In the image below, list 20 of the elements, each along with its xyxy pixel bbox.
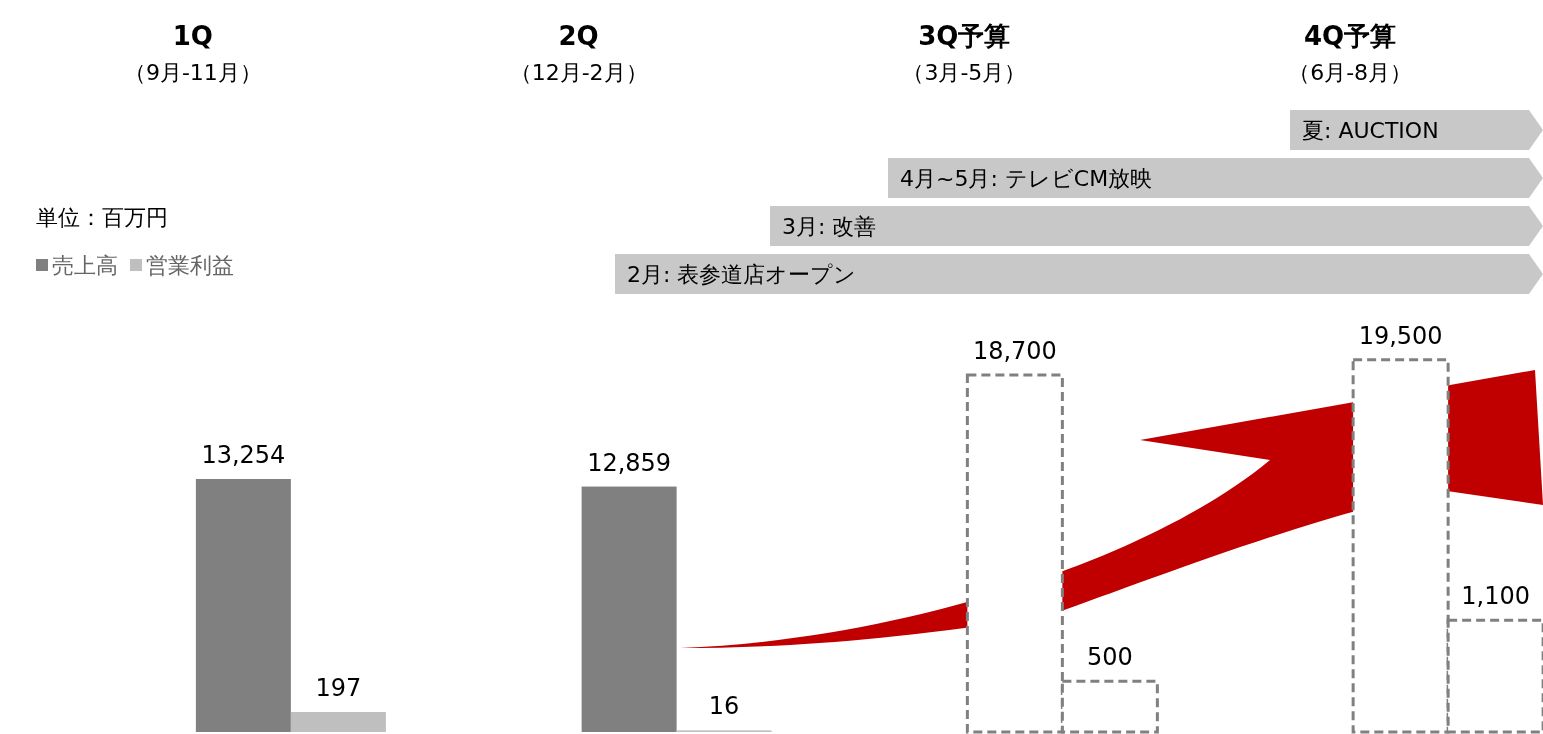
text: 夏: AUCTION bbox=[1302, 118, 1439, 143]
x-tick-label: 2Q（12月-2月） bbox=[509, 21, 648, 85]
data-label: 1,100 bbox=[1461, 582, 1530, 611]
data-label: 18,700 bbox=[972, 337, 1057, 366]
text: 2月: 表参道店オープン bbox=[627, 262, 857, 287]
x-tick-label: 1Q（9月-11月） bbox=[123, 21, 262, 85]
data-label: 12,859 bbox=[587, 448, 672, 477]
data-label: 16 bbox=[708, 692, 740, 721]
data-label: 500 bbox=[1086, 643, 1133, 672]
data-label: 13,254 bbox=[201, 441, 286, 469]
legend-label: 営業利益 bbox=[146, 253, 234, 278]
x-tick-label: 3Q予算（3月-5月） bbox=[902, 21, 1027, 85]
text: 4月~5月: テレビCM放映 bbox=[900, 166, 1153, 191]
bar bbox=[290, 712, 386, 732]
legend-title: 単位：百万円 bbox=[36, 205, 168, 230]
text: 3月: 改善 bbox=[782, 214, 877, 239]
data-label: 197 bbox=[315, 674, 362, 702]
x-tick-label: 4Q予算（6月-8月） bbox=[1288, 21, 1413, 85]
data-label: 19,500 bbox=[1358, 321, 1443, 350]
legend-label: 売上高 bbox=[52, 253, 118, 278]
